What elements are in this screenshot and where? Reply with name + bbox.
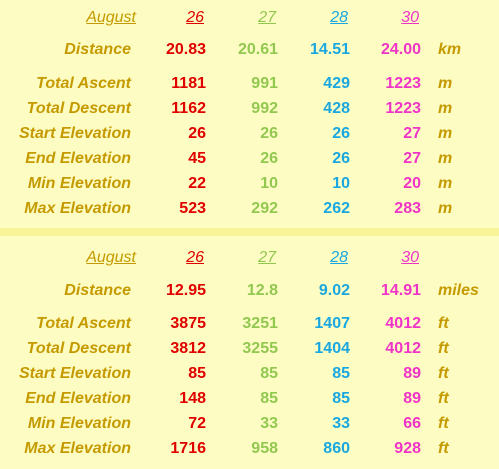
value: 428 [323,100,350,117]
day-header: 28 [330,9,348,26]
value: 429 [323,75,350,92]
value: 9.02 [318,282,350,299]
row-label: Start Elevation [18,125,131,142]
value: 20 [403,175,421,192]
value: 1404 [314,340,350,357]
value: 89 [403,365,421,382]
row-label: Min Elevation [27,415,131,432]
value: 89 [403,390,421,407]
row-label: End Elevation [25,390,131,407]
value: 148 [179,390,206,407]
value: 26 [188,125,206,142]
value: 860 [323,440,350,457]
day-header: 30 [401,9,419,26]
value: 4012 [385,315,421,332]
value: 85 [188,365,206,382]
day-header: 30 [401,249,419,266]
unit: m [438,125,453,142]
value: 26 [332,150,350,167]
day-header: 27 [258,249,276,266]
value: 1162 [171,100,206,117]
value: 523 [179,200,206,217]
value: 10 [260,175,278,192]
value: 72 [188,415,206,432]
value: 24.00 [380,41,421,58]
value: 3255 [242,340,278,357]
value: 262 [323,200,350,217]
unit: ft [438,390,449,407]
day-header: 28 [330,249,348,266]
row-label: Total Ascent [36,75,131,92]
unit: ft [438,315,449,332]
unit: m [438,150,453,167]
value: 928 [394,440,421,457]
row-label: Min Elevation [27,175,131,192]
value: 85 [332,390,350,407]
day-header: 26 [186,249,204,266]
row-label: Start Elevation [18,365,131,382]
value: 27 [403,150,421,167]
value: 10 [332,175,350,192]
value: 991 [251,75,278,92]
unit: ft [438,365,449,382]
value: 14.91 [380,282,421,299]
unit: m [438,75,453,92]
value: 3875 [170,315,206,332]
row-label: Max Elevation [24,200,131,217]
value: 33 [332,415,350,432]
unit: ft [438,340,449,357]
value: 12.8 [246,282,278,299]
row-label: Total Ascent [36,315,131,332]
value: 66 [403,415,421,432]
row-label: End Elevation [25,150,131,167]
value: 85 [260,390,278,407]
row-label: Total Descent [26,340,131,357]
unit: ft [438,440,449,457]
value: 22 [188,175,206,192]
value: 1223 [385,100,421,117]
value: 4012 [385,340,421,357]
unit: m [438,100,453,117]
value: 26 [332,125,350,142]
value: 26 [260,125,278,142]
value: 1181 [171,75,206,92]
day-header: 27 [258,9,276,26]
value: 27 [403,125,421,142]
separator [0,228,499,236]
row-label: Distance [64,41,131,58]
value: 20.83 [165,41,206,58]
value: 283 [394,200,421,217]
unit: m [438,200,453,217]
value: 1407 [314,315,350,332]
month-header: August [86,9,136,26]
value: 85 [260,365,278,382]
day-header: 26 [186,9,204,26]
value: 85 [332,365,350,382]
row-label: Total Descent [26,100,131,117]
month-header: August [86,249,136,266]
unit: m [438,175,453,192]
value: 26 [260,150,278,167]
value: 33 [260,415,278,432]
row-label: Distance [64,282,131,299]
value: 958 [251,440,278,457]
unit: ft [438,415,449,432]
unit: miles [438,282,479,299]
value: 3251 [242,315,278,332]
value: 3812 [170,340,206,357]
value: 292 [251,200,278,217]
value: 1716 [170,440,206,457]
value: 14.51 [309,41,350,58]
value: 12.95 [165,282,206,299]
value: 45 [188,150,206,167]
value: 992 [251,100,278,117]
value: 20.61 [237,41,278,58]
row-label: Max Elevation [24,440,131,457]
unit: km [438,41,462,58]
value: 1223 [385,75,421,92]
